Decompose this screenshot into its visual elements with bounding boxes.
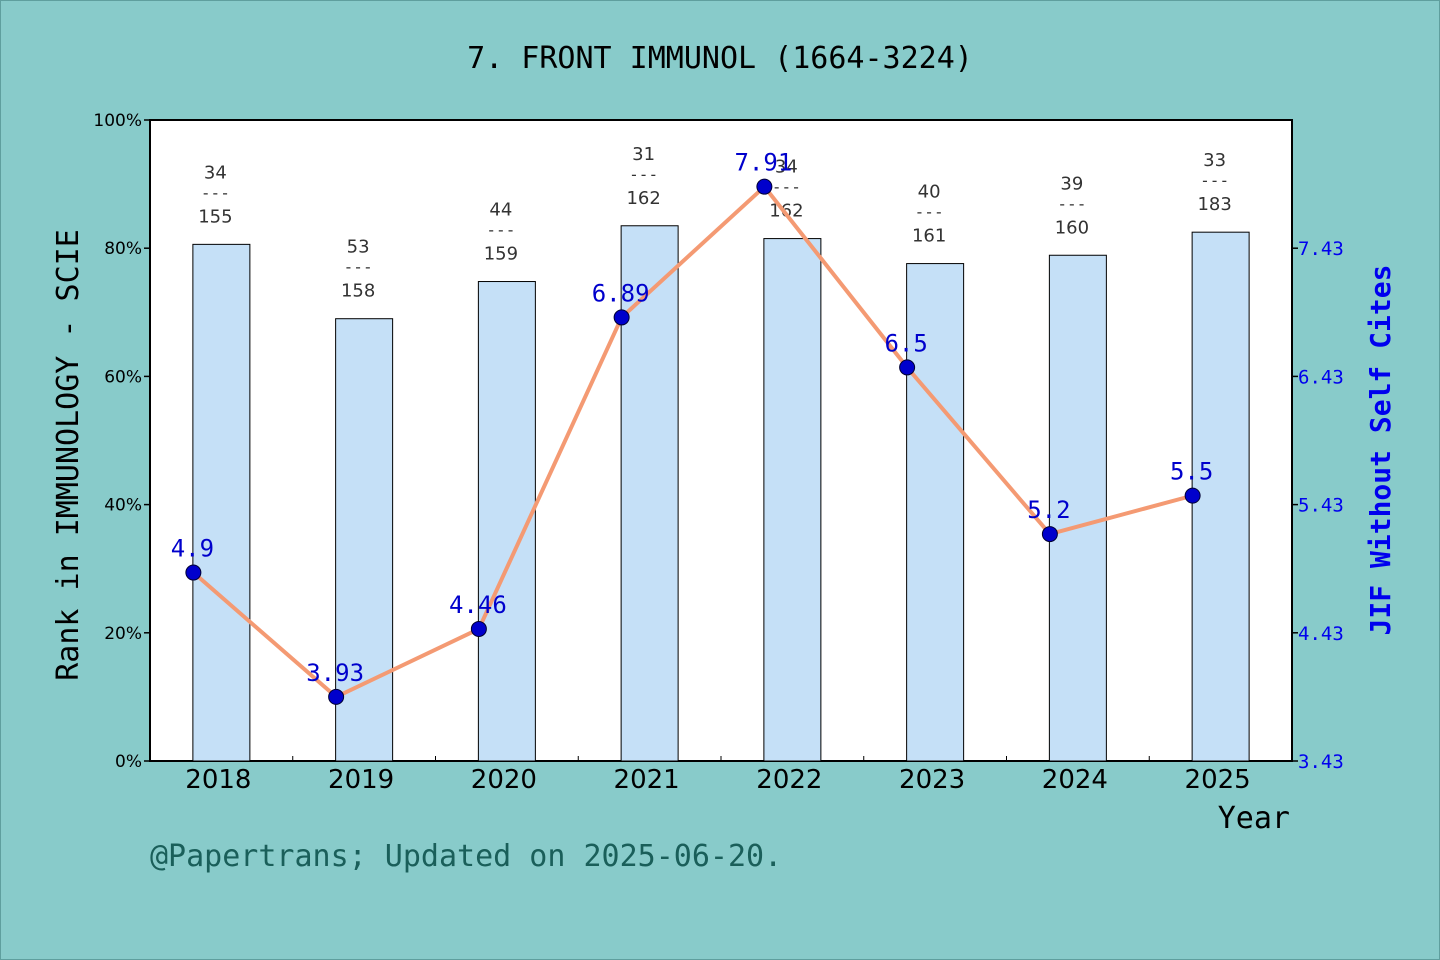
x-tick-label: 2025 xyxy=(1185,765,1251,795)
bar xyxy=(906,263,965,762)
rank-divider: --- xyxy=(201,183,230,202)
jif-value-label: 6.89 xyxy=(592,279,650,307)
rank-label: 44 xyxy=(489,200,512,221)
rank-divider: --- xyxy=(1057,194,1086,213)
rank-label: 53 xyxy=(347,237,370,258)
total-label: 160 xyxy=(1055,217,1089,238)
jif-marker xyxy=(470,620,487,637)
rank-divider: --- xyxy=(915,203,944,222)
x-axis-label: Year xyxy=(1218,801,1290,836)
rank-label: 31 xyxy=(632,144,655,165)
rank-label: 33 xyxy=(1203,150,1226,171)
rank-divider: --- xyxy=(772,178,801,197)
total-label: 155 xyxy=(198,206,232,227)
bar xyxy=(477,281,536,762)
y-tick-label: 60% xyxy=(104,367,142,387)
y2-tick-label: 7.43 xyxy=(1298,238,1344,260)
jif-marker xyxy=(1041,526,1058,543)
rank-label: 34 xyxy=(204,162,227,183)
total-label: 183 xyxy=(1197,194,1231,215)
rank-label: 40 xyxy=(918,182,941,203)
x-tick-label: 2019 xyxy=(328,765,394,795)
jif-value-label: 5.5 xyxy=(1170,458,1213,486)
x-tick-label: 2018 xyxy=(185,765,251,795)
y2-tick-label: 4.43 xyxy=(1298,623,1344,645)
total-label: 162 xyxy=(769,201,803,222)
y-tick-label: 0% xyxy=(115,752,142,772)
jif-value-label: 7.91 xyxy=(734,149,792,177)
rank-divider: --- xyxy=(344,258,373,277)
x-tick-label: 2024 xyxy=(1042,765,1108,795)
rank-label: 39 xyxy=(1060,173,1083,194)
jif-line xyxy=(192,184,1194,699)
bar xyxy=(1191,231,1250,762)
chart-title: 7. FRONT IMMUNOL (1664-3224) xyxy=(467,41,973,76)
y2-tick-label: 6.43 xyxy=(1298,366,1344,388)
total-label: 162 xyxy=(626,188,660,209)
y-tick-label: 20% xyxy=(104,624,142,644)
jif-value-label: 6.5 xyxy=(884,329,927,357)
total-label: 159 xyxy=(484,244,518,265)
rank-divider: --- xyxy=(486,221,515,240)
axes-group: 0% 20% 40% 60% 80% 100% 3.43 4.43 5.43 6.43 7.43 20… xyxy=(93,111,1343,795)
jif-marker xyxy=(756,178,773,195)
footer-note: @Papertrans; Updated on 2025-06-20. xyxy=(150,839,782,874)
x-tick-label: 2020 xyxy=(471,765,537,795)
rank-divider: --- xyxy=(629,165,658,184)
x-tick-label: 2022 xyxy=(756,765,822,795)
bar-labels-group: 34---15553---15844---15931---16234---162… xyxy=(198,144,1232,302)
y2-tick-label: 3.43 xyxy=(1298,751,1344,773)
bars-group xyxy=(192,225,1250,762)
jif-value-label: 5.2 xyxy=(1027,496,1070,524)
jif-value-label: 3.93 xyxy=(306,659,364,687)
y2-tick-label: 5.43 xyxy=(1298,495,1344,517)
jif-marker xyxy=(1184,487,1201,504)
y-tick-label: 40% xyxy=(104,496,142,516)
bar xyxy=(763,238,822,762)
y-tick-label: 80% xyxy=(104,239,142,259)
bar xyxy=(335,318,394,762)
jif-marker xyxy=(328,688,345,705)
jif-value-label: 4.46 xyxy=(449,591,507,619)
total-label: 161 xyxy=(912,226,946,247)
bar xyxy=(620,225,679,762)
y-axis-label: Rank in IMMUNOLOGY - SCIE xyxy=(51,229,86,681)
bar xyxy=(192,243,251,762)
rank-divider: --- xyxy=(1200,171,1229,190)
bar xyxy=(1048,254,1107,762)
jif-marker xyxy=(899,359,916,376)
jif-marker xyxy=(185,564,202,581)
y2-axis-label: JIF Without Self Cites xyxy=(1364,265,1397,636)
jif-marker xyxy=(613,309,630,326)
rank-label: 34 xyxy=(775,157,798,178)
x-tick-label: 2023 xyxy=(899,765,965,795)
total-label: 158 xyxy=(341,281,375,302)
y-tick-label: 100% xyxy=(93,111,142,131)
jif-value-label: 4.9 xyxy=(171,535,214,563)
x-tick-label: 2021 xyxy=(614,765,680,795)
line-group: 4.9 3.93 4.46 6.89 7.91 6.5 5.2 5.5 xyxy=(171,149,1213,705)
